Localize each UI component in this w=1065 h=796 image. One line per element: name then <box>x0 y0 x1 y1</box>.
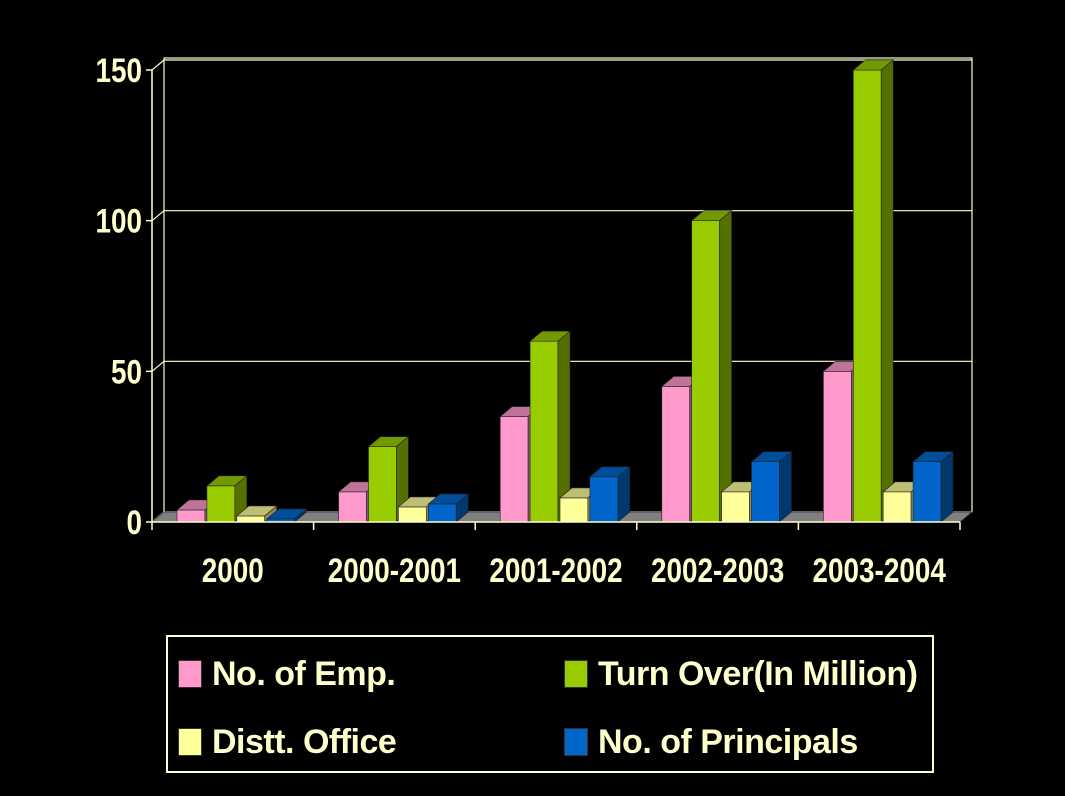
legend-swatch-distt-office <box>178 728 202 756</box>
bar-front <box>206 485 236 523</box>
x-tick-label-2000: 2000 <box>202 551 264 589</box>
x-tick-label-2002-2003: 2002-2003 <box>651 551 784 589</box>
bar-side <box>617 466 631 523</box>
bars <box>176 59 954 523</box>
legend-label-no-of-emp: No. of Emp. <box>212 654 396 693</box>
bar-front <box>529 340 559 523</box>
bar-front <box>427 503 457 523</box>
legend: No. of Emp. Turn Over(In Million) Distt.… <box>166 635 934 773</box>
legend-label-no-of-principals: No. of Principals <box>598 722 858 761</box>
bar-1-4 <box>852 59 895 523</box>
bar-1-2 <box>529 330 571 523</box>
bar-3-4 <box>912 451 954 523</box>
gridline-depth-50 <box>151 360 165 372</box>
legend-item-turn-over: Turn Over(In Million) <box>564 649 918 699</box>
axes <box>146 69 961 530</box>
bar-front <box>721 491 750 523</box>
bar-side <box>294 508 307 523</box>
bar-front <box>236 515 265 523</box>
bar-side <box>940 451 954 523</box>
bar-front <box>368 446 397 523</box>
legend-swatch-no-of-principals <box>564 728 588 756</box>
bar-front <box>823 371 852 523</box>
y-tick-label-50: 50 <box>111 353 142 391</box>
bar-front <box>589 476 619 523</box>
bar-front <box>912 461 942 523</box>
y-tick-labels: 0 50 100 150 <box>95 51 142 541</box>
bar-front <box>882 491 912 523</box>
gridline-depth-150 <box>151 59 165 71</box>
bar-side <box>779 451 792 523</box>
bar-1-3 <box>690 210 733 523</box>
x-tick-label-2001-2002: 2001-2002 <box>489 551 622 589</box>
bar-3-2 <box>589 466 631 523</box>
y-tick-label-0: 0 <box>126 503 142 541</box>
bar-front <box>661 386 691 523</box>
bar-front <box>398 506 427 523</box>
x-tick-labels: 2000 2000-2001 2001-2002 2002-2003 2003-2004 <box>202 551 947 589</box>
bar-3-3 <box>750 451 793 523</box>
y-tick-label-150: 150 <box>95 51 142 89</box>
bar-front <box>751 461 780 523</box>
legend-item-no-of-principals: No. of Principals <box>564 717 858 767</box>
bar-front <box>559 497 589 523</box>
bar-front <box>499 416 529 523</box>
x-tick-label-2000-2001: 2000-2001 <box>328 551 461 589</box>
bar-side <box>719 210 732 523</box>
legend-swatch-no-of-emp <box>178 660 202 688</box>
bar-3-0 <box>265 508 308 523</box>
gridline-depth-100 <box>151 210 165 222</box>
bar-side <box>455 493 469 523</box>
legend-swatch-turn-over <box>564 660 588 688</box>
legend-label-distt-office: Distt. Office <box>212 722 397 761</box>
legend-item-distt-office: Distt. Office <box>178 717 397 767</box>
legend-label-turn-over: Turn Over(In Million) <box>598 654 918 693</box>
bar-front <box>176 509 206 523</box>
x-tick-label-2003-2004: 2003-2004 <box>813 551 947 589</box>
bar-1-1 <box>367 436 410 523</box>
y-tick-label-100: 100 <box>95 202 142 240</box>
bar-3-1 <box>427 493 470 523</box>
bar-front <box>338 491 367 523</box>
legend-item-no-of-emp: No. of Emp. <box>178 649 396 699</box>
bar-front <box>691 220 720 523</box>
bar-front <box>853 69 882 523</box>
bar-side <box>880 59 894 523</box>
